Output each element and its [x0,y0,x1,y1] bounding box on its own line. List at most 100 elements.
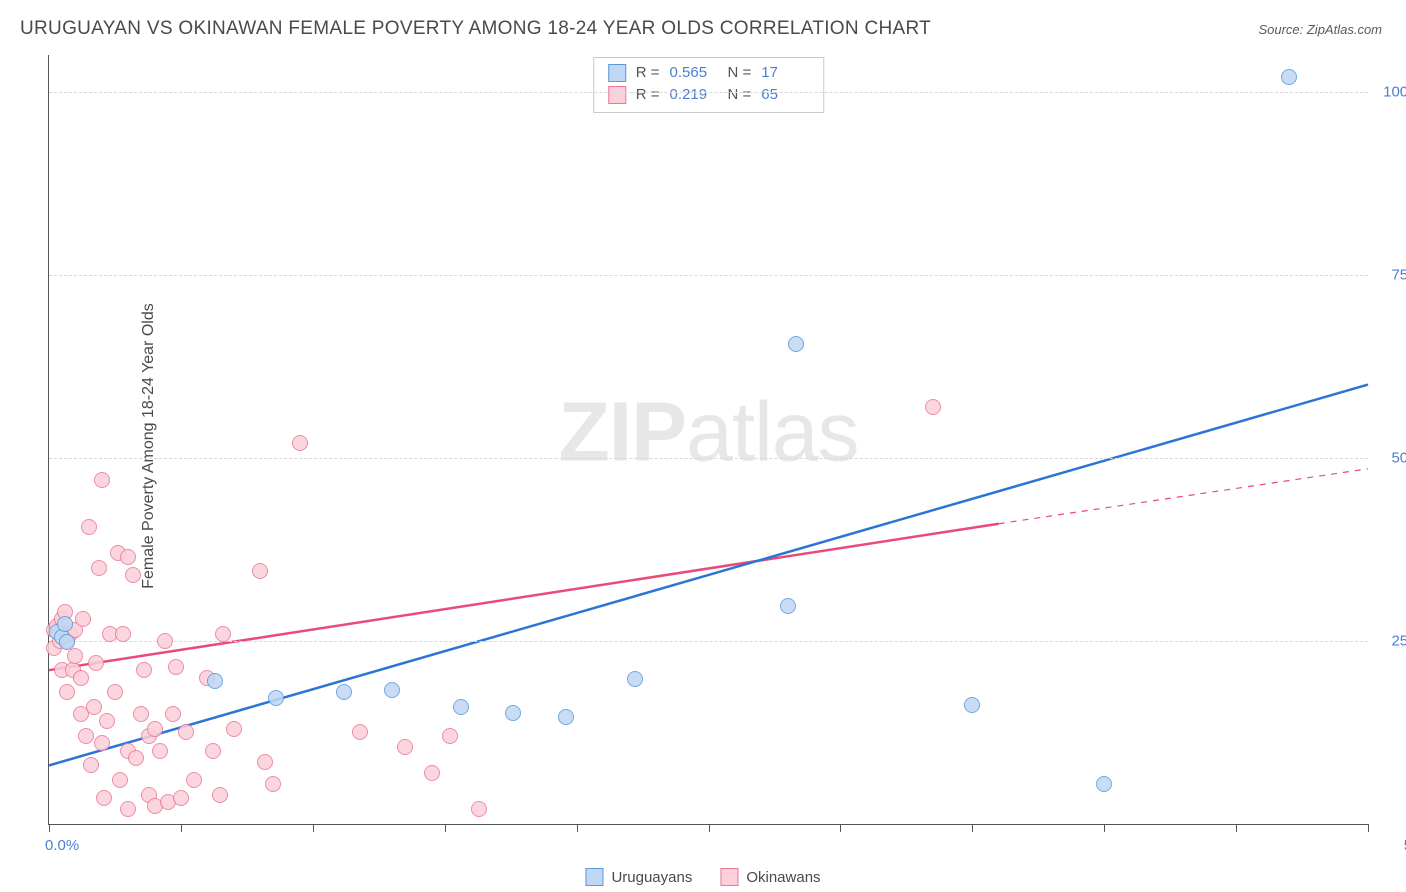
data-point [86,699,102,715]
x-tick [181,824,182,832]
gridline [49,92,1368,93]
data-point [252,563,268,579]
data-point [178,724,194,740]
data-point [925,399,941,415]
data-point [152,743,168,759]
trendlines-layer [49,55,1368,824]
data-point [964,697,980,713]
y-tick-label: 50.0% [1391,449,1406,466]
x-tick [49,824,50,832]
legend-item-okinawans: Okinawans [720,868,820,886]
data-point [94,735,110,751]
swatch-uruguayans [608,64,626,82]
y-tick-label: 75.0% [1391,266,1406,283]
gridline [49,458,1368,459]
n-label: N = [728,62,752,84]
data-point [453,699,469,715]
data-point [133,706,149,722]
data-point [627,671,643,687]
watermark-part1: ZIP [558,384,686,478]
n-value-uruguayans: 17 [761,62,809,84]
data-point [215,626,231,642]
r-label: R = [636,62,660,84]
y-tick-label: 100.0% [1383,83,1406,100]
x-tick [840,824,841,832]
data-point [136,662,152,678]
data-point [81,519,97,535]
data-point [268,690,284,706]
data-point [78,728,94,744]
legend-label-okinawans: Okinawans [746,869,820,886]
data-point [59,684,75,700]
data-point [115,626,131,642]
legend-item-uruguayans: Uruguayans [585,868,692,886]
trendline [999,469,1368,524]
x-tick [1104,824,1105,832]
data-point [173,790,189,806]
data-point [384,682,400,698]
data-point [257,754,273,770]
data-point [112,772,128,788]
data-point [157,633,173,649]
data-point [207,673,223,689]
gridline [49,275,1368,276]
data-point [120,801,136,817]
legend-label-uruguayans: Uruguayans [611,869,692,886]
data-point [147,721,163,737]
x-tick [972,824,973,832]
data-point [88,655,104,671]
data-point [205,743,221,759]
data-point [292,435,308,451]
x-tick [577,824,578,832]
data-point [128,750,144,766]
data-point [57,616,73,632]
data-point [59,634,75,650]
data-point [397,739,413,755]
x-tick [313,824,314,832]
data-point [336,684,352,700]
data-point [471,801,487,817]
data-point [73,670,89,686]
data-point [226,721,242,737]
chart-title: URUGUAYAN VS OKINAWAN FEMALE POVERTY AMO… [20,18,931,40]
data-point [107,684,123,700]
data-point [165,706,181,722]
data-point [424,765,440,781]
r-value-uruguayans: 0.565 [670,62,718,84]
data-point [75,611,91,627]
legend-swatch-okinawans [720,868,738,886]
data-point [125,567,141,583]
data-point [352,724,368,740]
r-value-okinawans: 0.219 [670,84,718,106]
stats-legend-box: R = 0.565 N = 17 R = 0.219 N = 65 [593,57,825,113]
x-tick [1368,824,1369,832]
n-label: N = [728,84,752,106]
bottom-legend: Uruguayans Okinawans [585,868,820,886]
plot-area: ZIPatlas R = 0.565 N = 17 R = 0.219 N = … [48,55,1368,825]
trendline [49,385,1368,766]
source-label: Source: ZipAtlas.com [1258,22,1382,37]
watermark-part2: atlas [686,384,858,478]
data-point [265,776,281,792]
data-point [1096,776,1112,792]
legend-swatch-uruguayans [585,868,603,886]
x-tick [709,824,710,832]
stat-row-uruguayans: R = 0.565 N = 17 [608,62,810,84]
data-point [120,549,136,565]
data-point [788,336,804,352]
swatch-okinawans [608,86,626,104]
data-point [91,560,107,576]
data-point [558,709,574,725]
data-point [780,598,796,614]
data-point [83,757,99,773]
data-point [168,659,184,675]
r-label: R = [636,84,660,106]
watermark: ZIPatlas [558,383,858,480]
data-point [96,790,112,806]
x-tick [445,824,446,832]
data-point [186,772,202,788]
x-tick-label-min: 0.0% [45,837,79,854]
x-tick [1236,824,1237,832]
data-point [212,787,228,803]
data-point [94,472,110,488]
